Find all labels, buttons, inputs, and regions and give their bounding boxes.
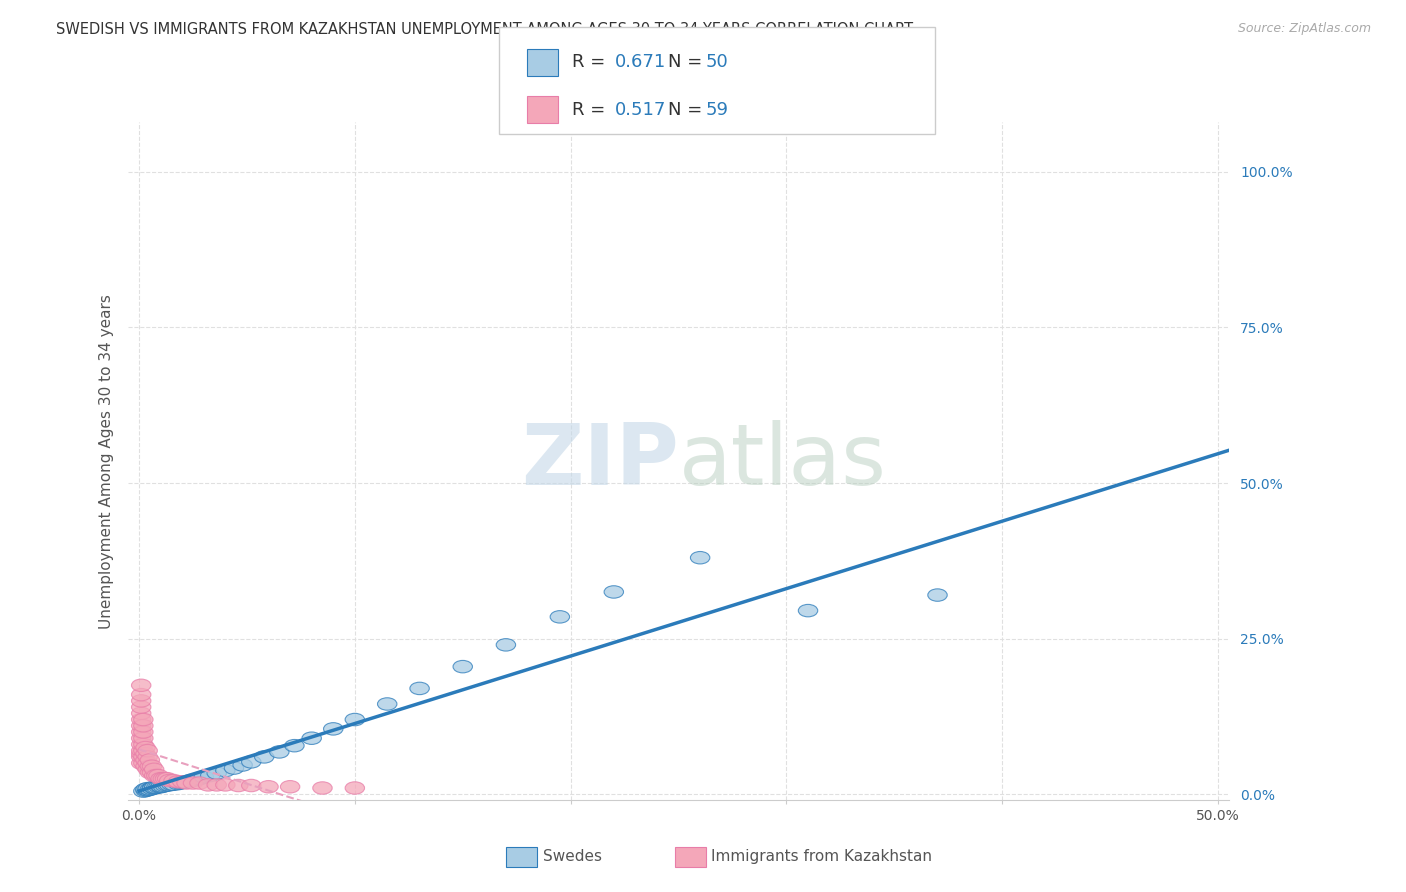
Text: R =: R =	[572, 54, 612, 71]
Text: SWEDISH VS IMMIGRANTS FROM KAZAKHSTAN UNEMPLOYMENT AMONG AGES 30 TO 34 YEARS COR: SWEDISH VS IMMIGRANTS FROM KAZAKHSTAN UN…	[56, 22, 914, 37]
Y-axis label: Unemployment Among Ages 30 to 34 years: Unemployment Among Ages 30 to 34 years	[100, 293, 114, 629]
Text: Immigrants from Kazakhstan: Immigrants from Kazakhstan	[711, 849, 932, 863]
Text: ZIP: ZIP	[520, 420, 679, 503]
Text: 0.517: 0.517	[614, 101, 666, 119]
Text: 0.671: 0.671	[614, 54, 665, 71]
Text: 59: 59	[706, 101, 728, 119]
Text: N =: N =	[668, 54, 707, 71]
Text: 50: 50	[706, 54, 728, 71]
Text: N =: N =	[668, 101, 707, 119]
Text: atlas: atlas	[679, 420, 887, 503]
Text: Source: ZipAtlas.com: Source: ZipAtlas.com	[1237, 22, 1371, 36]
Text: Swedes: Swedes	[543, 849, 602, 863]
Text: R =: R =	[572, 101, 612, 119]
